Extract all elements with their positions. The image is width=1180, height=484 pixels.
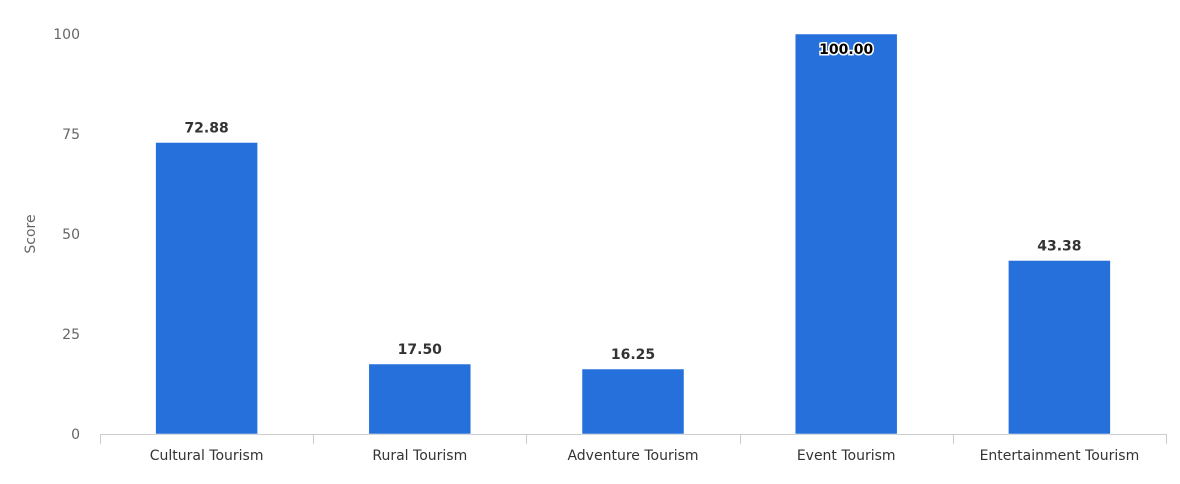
data-label: 16.25 <box>611 347 655 363</box>
data-label: 100.00 <box>819 42 873 58</box>
data-label: 43.38 <box>1037 238 1081 254</box>
x-axis-ticks <box>100 434 1167 444</box>
y-tick-label: 75 <box>62 127 80 143</box>
data-label: 17.50 <box>398 342 443 358</box>
bar[interactable] <box>794 33 898 435</box>
bar[interactable] <box>1008 260 1111 435</box>
bar[interactable] <box>155 142 258 435</box>
x-category-label: Rural Tourism <box>372 448 467 464</box>
x-category-label: Cultural Tourism <box>150 448 264 464</box>
x-category-label: Entertainment Tourism <box>980 448 1140 464</box>
data-label: 72.88 <box>184 120 228 136</box>
x-category-label: Adventure Tourism <box>567 448 698 464</box>
x-axis-labels: Cultural Tourism Rural Tourism Adventure T… <box>150 448 1140 464</box>
bar[interactable] <box>581 368 685 435</box>
y-axis: 0 25 50 75 100 <box>53 27 80 443</box>
y-tick-label: 50 <box>62 227 80 243</box>
y-tick-label: 100 <box>53 27 80 43</box>
bar[interactable] <box>368 363 472 435</box>
y-tick-label: 0 <box>71 427 80 443</box>
y-tick-label: 25 <box>62 327 80 343</box>
bar-series <box>155 33 1111 435</box>
data-labels: 72.88 17.50 16.25 100.00 43.38 <box>184 41 1081 364</box>
x-category-label: Event Tourism <box>797 448 896 464</box>
y-axis-title: Score <box>23 214 39 253</box>
